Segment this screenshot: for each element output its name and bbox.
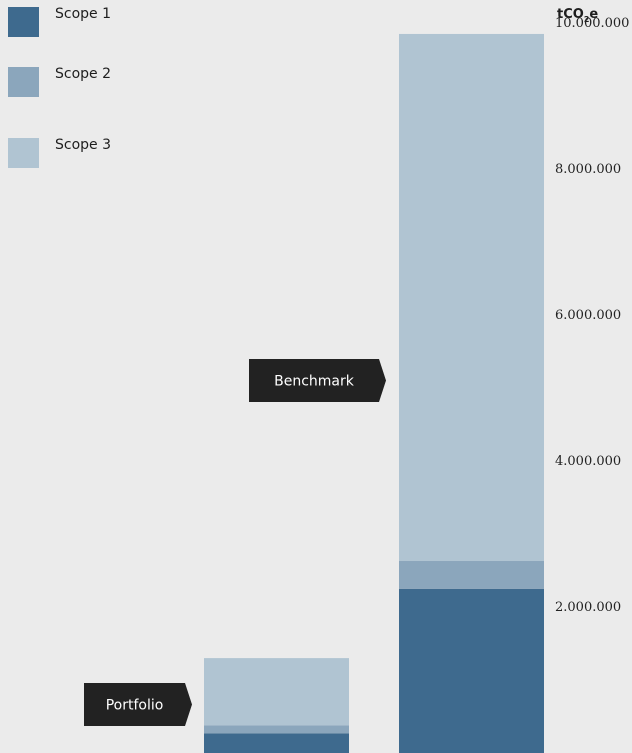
y-tick-label: 8.000.000: [555, 162, 621, 177]
unit-subscript: 2: [584, 15, 590, 24]
bar-portfolio-scope-2: [204, 725, 349, 734]
legend-label-scope-3: Scope 3: [55, 137, 111, 153]
callouts: Portfolio Benchmark: [84, 359, 386, 726]
callout-tag-benchmark: [249, 359, 386, 402]
unit-label: tCO2e: [557, 7, 598, 24]
callout-label-benchmark: Benchmark: [274, 374, 355, 390]
legend-swatch-scope-3: [8, 138, 39, 168]
y-axis: tCO2e 2.000.000 4.000.000 6.000.000 8.000.0…: [555, 7, 629, 615]
callout-tag-portfolio: [84, 683, 192, 726]
legend-label-scope-1: Scope 1: [55, 6, 111, 22]
y-tick-label: 6.000.000: [555, 308, 621, 323]
legend-label-scope-2: Scope 2: [55, 66, 111, 82]
legend: Scope 1 Scope 2 Scope 3: [8, 6, 111, 168]
legend-swatch-scope-2: [8, 67, 39, 97]
bar-portfolio-scope-1: [204, 733, 349, 753]
bar-benchmark-scope-1: [399, 588, 544, 753]
bars: [204, 33, 544, 753]
bar-portfolio-scope-3: [204, 658, 349, 726]
callout-label-portfolio: Portfolio: [106, 698, 164, 714]
y-tick-label: 2.000.000: [555, 600, 621, 615]
unit-main: tCO: [557, 7, 584, 22]
y-tick-label: 10.000.000: [555, 16, 629, 31]
bar-benchmark-scope-2: [399, 561, 544, 589]
legend-swatch-scope-1: [8, 7, 39, 37]
y-tick-label: 4.000.000: [555, 454, 621, 469]
bar-benchmark-scope-3: [399, 33, 544, 562]
unit-tail: e: [589, 7, 598, 22]
